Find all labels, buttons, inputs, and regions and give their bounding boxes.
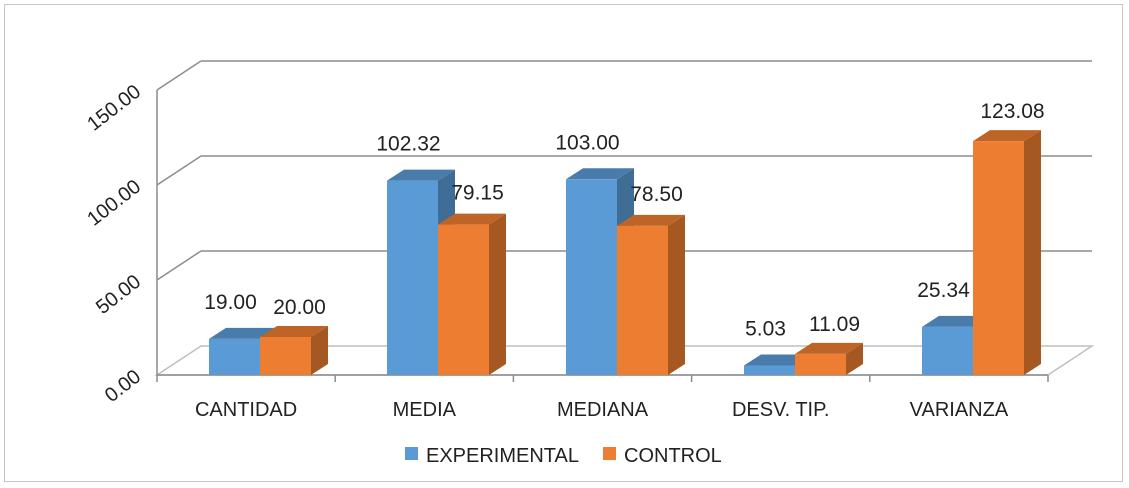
bar-side-face [311, 326, 328, 375]
data-label: 19.00 [204, 291, 257, 314]
legend-label: CONTROL [624, 445, 722, 467]
x-tick-label: DESV. TIP. [732, 399, 829, 421]
data-label: 78.50 [630, 183, 683, 206]
bar-top-face [438, 213, 506, 225]
data-label: 103.00 [555, 131, 619, 154]
bar-top-face [566, 168, 634, 180]
x-tick-label: MEDIA [393, 399, 457, 421]
data-label: 102.32 [376, 133, 440, 156]
legend: EXPERIMENTAL CONTROL [405, 445, 722, 467]
bar-side-face [846, 342, 863, 375]
bar [617, 214, 685, 375]
bar-front-face [209, 338, 260, 375]
bar [973, 130, 1041, 375]
y-tick-label: 50.00 [92, 271, 145, 319]
legend-swatch [405, 447, 418, 460]
legend-item: EXPERIMENTAL [405, 445, 579, 467]
bar-top-face [260, 326, 328, 337]
bar-top-face [209, 327, 277, 339]
bar-side-face [489, 213, 506, 375]
bar-top-face [973, 130, 1041, 142]
bar-front-face [566, 179, 617, 375]
legend-item: CONTROL [603, 445, 722, 467]
x-tick-label: MEDIANA [557, 399, 649, 421]
bar-front-face [260, 337, 311, 375]
bar-side-face [1024, 130, 1041, 375]
y-tick-label: 100.00 [83, 176, 145, 231]
bar-top-face [387, 169, 455, 181]
bar-side-face [668, 214, 685, 375]
gridline-diagonal [156, 155, 202, 186]
bar-front-face [973, 141, 1024, 375]
bars [209, 130, 1041, 375]
bar-front-face [387, 180, 438, 375]
bar [438, 213, 506, 375]
data-label: 11.09 [809, 313, 860, 336]
data-label: 79.15 [451, 182, 504, 205]
gridline-diagonal [156, 60, 202, 91]
x-tick-label: CANTIDAD [195, 399, 297, 421]
chart-area [4, 4, 1123, 482]
data-label: 25.34 [917, 279, 970, 302]
bar-front-face [438, 224, 489, 375]
data-label: 123.08 [980, 100, 1044, 123]
y-tick-label: 0.00 [101, 366, 145, 407]
bar-front-face [922, 326, 973, 375]
bar [260, 326, 328, 375]
bar [795, 342, 863, 375]
bar-front-face [744, 365, 795, 375]
data-label: 20.00 [273, 296, 326, 319]
legend-label: EXPERIMENTAL [426, 445, 579, 467]
y-tick-label: 150.00 [83, 81, 145, 136]
bar-front-face [617, 225, 668, 375]
legend-swatch [603, 447, 616, 460]
x-tick-label: VARIANZA [910, 399, 1009, 421]
bar-front-face [795, 353, 846, 375]
data-labels: 19.00 20.00 102.32 79.15 103.00 78.50 5.03 11.0… [204, 100, 1044, 340]
bar-top-face [617, 214, 685, 226]
gridline-diagonal [156, 250, 202, 281]
data-label: 5.03 [745, 317, 786, 340]
bar-top-face [795, 342, 863, 354]
